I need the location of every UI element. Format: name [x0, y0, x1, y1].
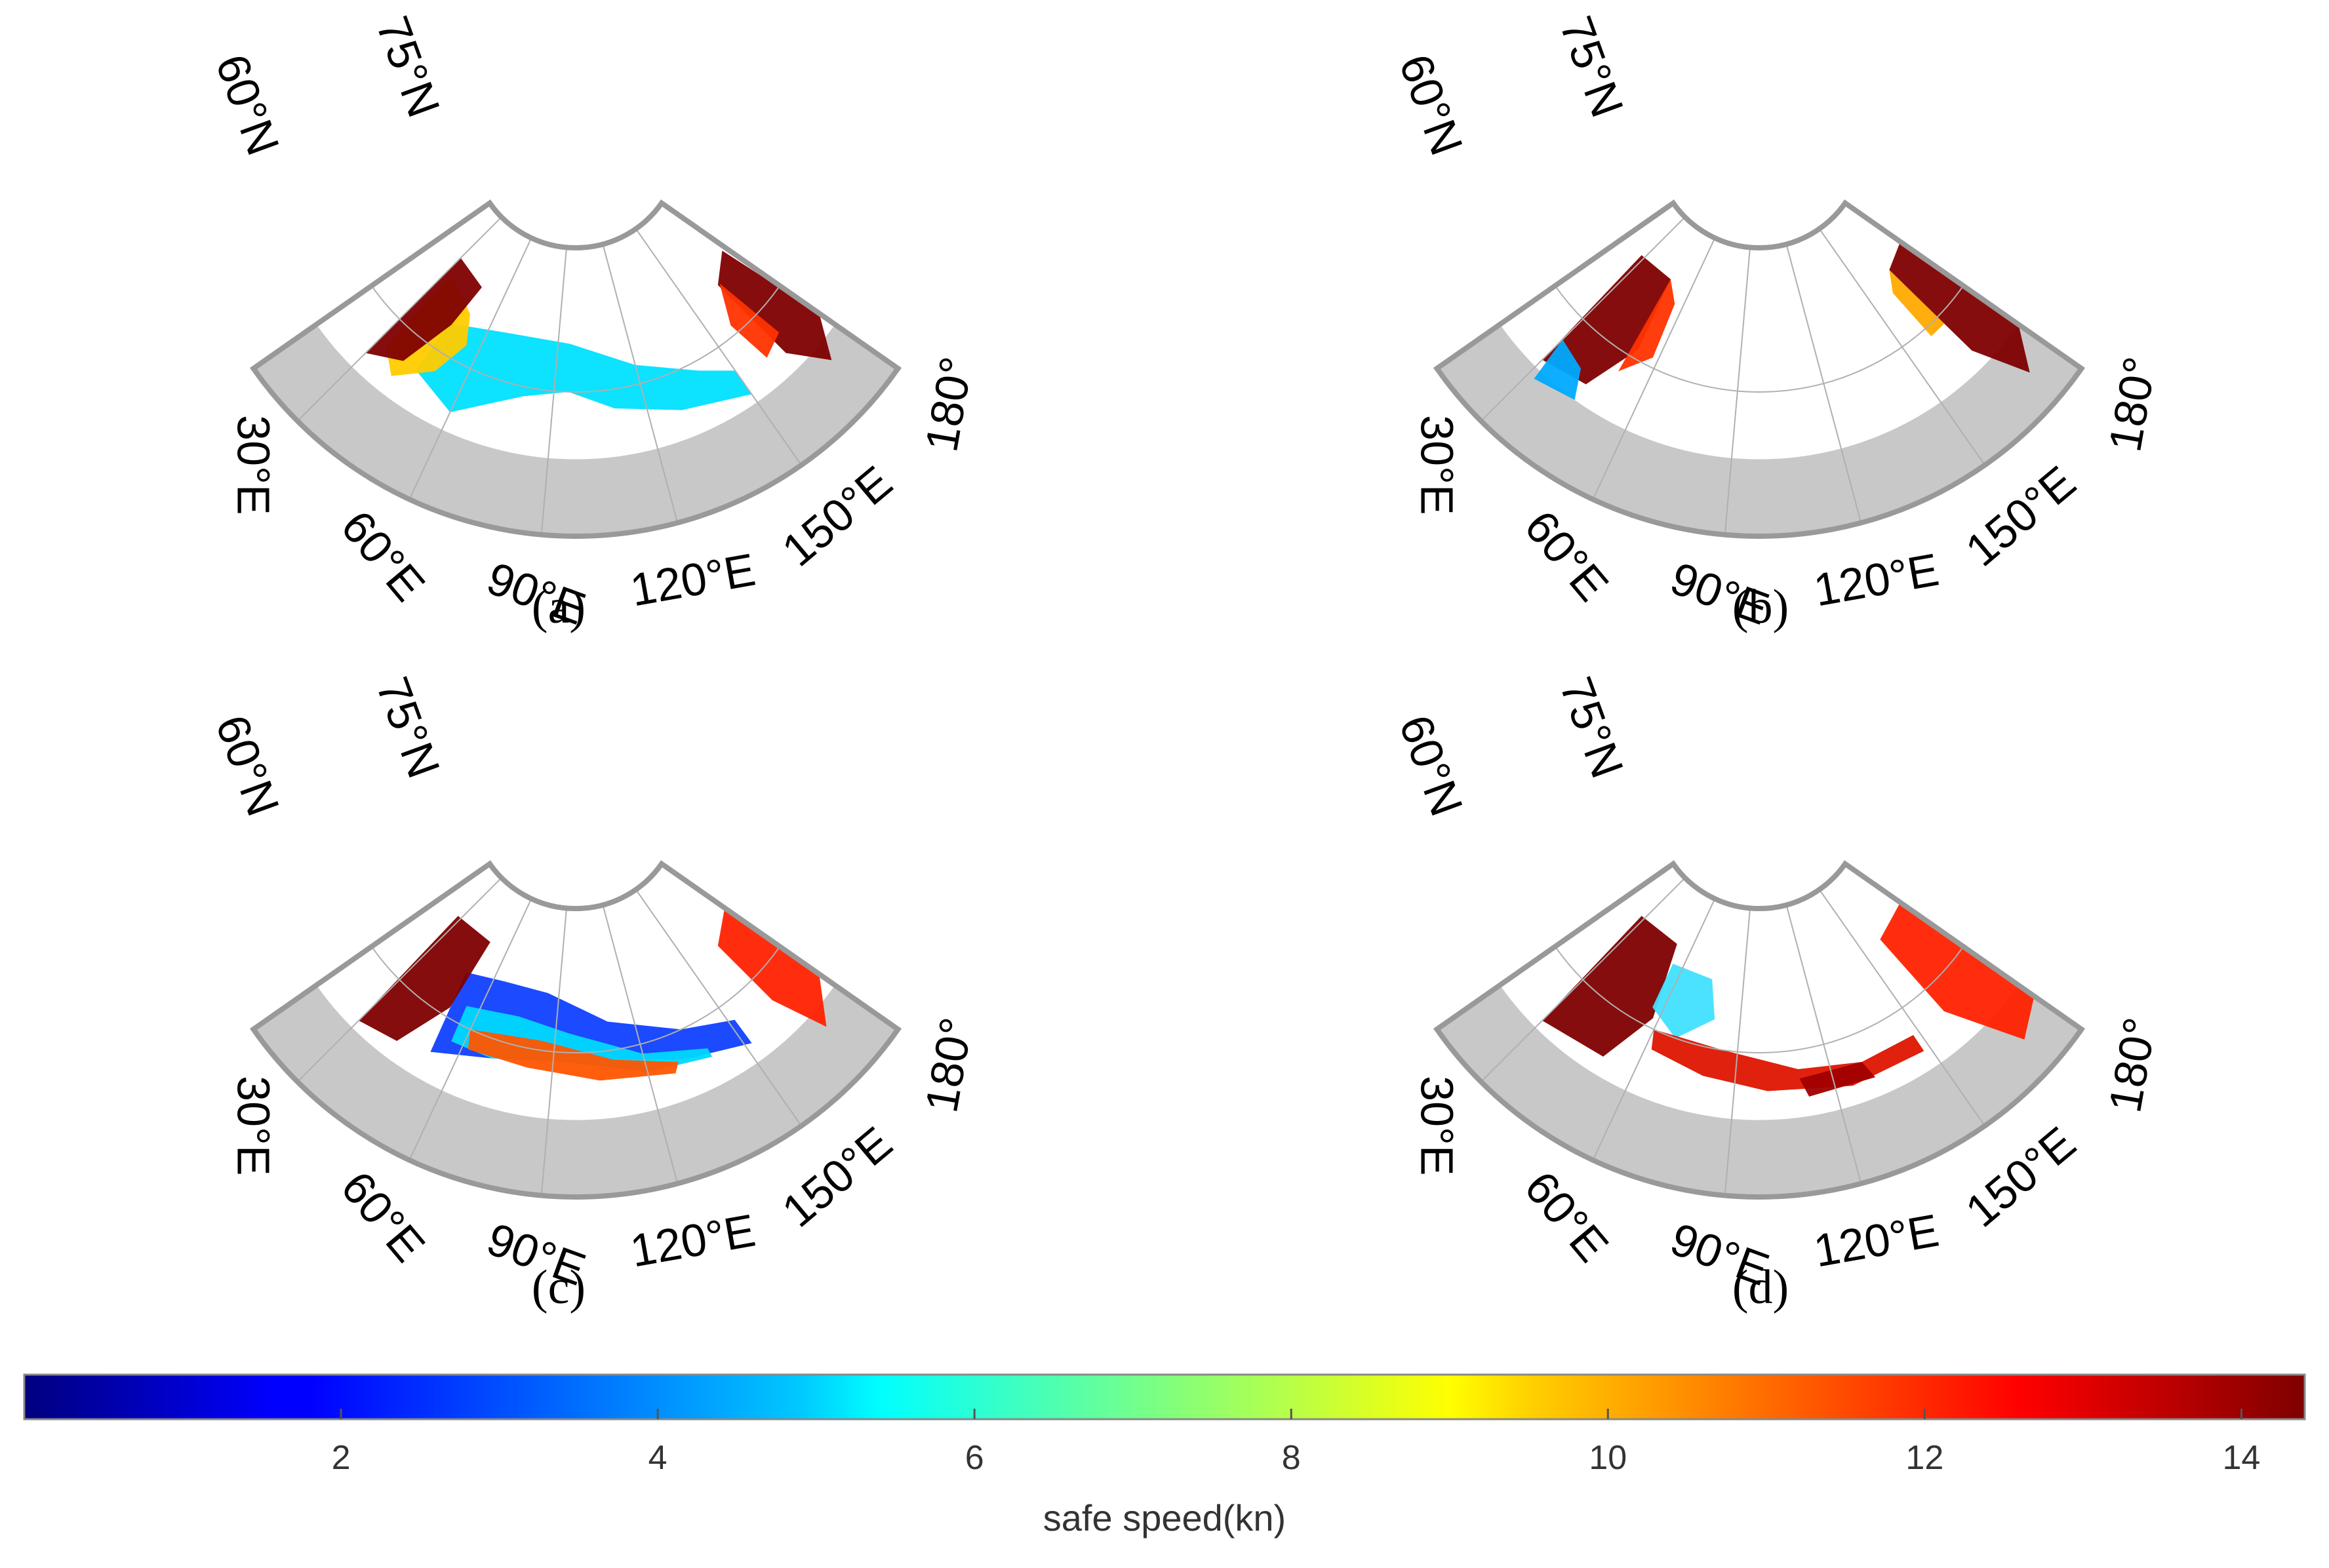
safe-speed-region — [1799, 1062, 1876, 1097]
latitude-label: 60°N — [1389, 48, 1473, 162]
colorbar-tick-label: 10 — [1589, 1439, 1627, 1477]
longitude-label: 60°E — [1515, 1162, 1618, 1271]
colorbar-tick-label: 14 — [2222, 1439, 2260, 1477]
longitude-label: 30°E — [228, 415, 279, 515]
safe-speed-region — [468, 1029, 679, 1081]
safe-speed-region — [719, 283, 780, 358]
map-frame — [1433, 860, 2086, 1200]
safe-speed-region — [1534, 339, 1581, 401]
latitude-label: 75°N — [367, 10, 450, 124]
colorbar-tick-label: 4 — [648, 1439, 667, 1477]
colorbar-ticks: 2 4 6 8 10 12 14 — [332, 1409, 2260, 1477]
safe-speed-region — [1652, 964, 1715, 1038]
longitude-label: 30°E — [228, 1076, 279, 1176]
longitude-label: 60°E — [331, 501, 435, 610]
longitude-label: 180° — [915, 353, 982, 456]
safe-speed-region — [1889, 269, 1945, 336]
parallel-line — [1554, 946, 1964, 1053]
land-area — [253, 985, 898, 1197]
colorbar-title: safe speed(kn) — [1043, 1497, 1286, 1539]
longitude-label: 120°E — [627, 543, 759, 616]
safe-speed-region — [717, 250, 832, 361]
safe-speed-region — [1889, 241, 2030, 373]
safe-speed-region — [1542, 916, 1677, 1057]
safe-speed-region — [365, 258, 482, 361]
panel-label: (a) — [532, 580, 586, 634]
safe-speed-region — [1542, 255, 1671, 385]
safe-speed-region — [717, 908, 827, 1027]
map-frame — [1433, 199, 2086, 539]
longitude-label: 180° — [915, 1014, 982, 1116]
longitude-label: 60°E — [331, 1162, 435, 1271]
latitude-label: 60°N — [206, 709, 289, 823]
safe-speed-region — [359, 916, 490, 1042]
parallel-line — [370, 946, 781, 1053]
colorbar-tick-label: 8 — [1282, 1439, 1301, 1477]
longitude-label: 120°E — [627, 1204, 759, 1276]
colorbar-tick-label: 2 — [332, 1439, 351, 1477]
longitude-label: 180° — [2099, 1014, 2166, 1116]
longitude-label: 120°E — [1810, 543, 1943, 616]
parallel-line — [370, 285, 781, 393]
latitude-label: 60°N — [206, 48, 289, 162]
colorbar-tick-label: 6 — [965, 1439, 984, 1477]
colorbar: 2 4 6 8 10 12 14 safe speed(kn) — [23, 1373, 2306, 1539]
longitude-label: 120°E — [1810, 1204, 1943, 1276]
parallel-line — [1554, 285, 1964, 393]
panel-label: (b) — [1732, 580, 1789, 634]
land-area — [1437, 985, 2082, 1197]
longitude-label: 30°E — [1412, 415, 1463, 515]
longitude-label: 30°E — [1412, 1076, 1463, 1176]
safe-speed-region — [1880, 902, 2035, 1040]
colorbar-tick-label: 12 — [1905, 1439, 1943, 1477]
latitude-label: 75°N — [1550, 10, 1633, 124]
latitude-label: 75°N — [367, 671, 450, 785]
land-area — [1437, 324, 2082, 537]
panel-label: (c) — [532, 1261, 586, 1314]
longitude-label: 180° — [2099, 353, 2166, 456]
land-area — [253, 324, 898, 537]
map-frame — [249, 860, 902, 1200]
map-frame — [249, 199, 902, 539]
panel-label: (d) — [1732, 1261, 1789, 1314]
safe-speed-region — [1618, 279, 1675, 372]
latitude-label: 75°N — [1550, 671, 1633, 785]
latitude-label: 60°N — [1389, 709, 1473, 823]
longitude-label: 60°E — [1515, 501, 1618, 610]
colorbar-gradient — [23, 1373, 2306, 1421]
safe-speed-region — [416, 323, 752, 412]
